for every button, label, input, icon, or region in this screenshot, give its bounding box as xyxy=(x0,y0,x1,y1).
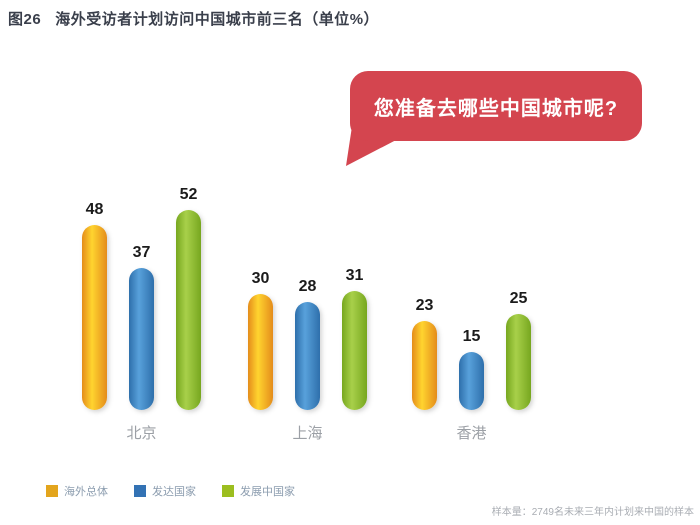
bar-value-label: 28 xyxy=(298,278,317,295)
category-label: 香港 xyxy=(456,425,487,442)
legend-swatch-icon xyxy=(134,485,146,497)
bar-value-label: 25 xyxy=(509,290,528,307)
title-text: 海外受访者计划访问中国城市前三名（单位%） xyxy=(55,11,380,28)
bar xyxy=(459,352,484,410)
bar xyxy=(295,302,320,410)
bar-value-label: 23 xyxy=(415,297,434,314)
bar xyxy=(342,291,367,410)
legend-label: 海外总体 xyxy=(64,486,108,498)
bar-value-label: 52 xyxy=(179,186,198,203)
category-label: 上海 xyxy=(292,425,323,442)
bar xyxy=(176,210,201,410)
legend-label: 发达国家 xyxy=(152,486,196,498)
legend-item: 发展中国家 xyxy=(222,483,295,499)
bar xyxy=(412,321,437,410)
sample-note: 样本量：2749名未来三年内计划来中国的样本 xyxy=(491,507,694,518)
bar xyxy=(82,225,107,410)
speech-bubble-text: 您准备去哪些中国城市呢? xyxy=(373,97,619,120)
category-label: 北京 xyxy=(126,425,157,442)
chart-legend: 海外总体 发达国家 发展中国家 xyxy=(46,483,295,499)
bar-value-label: 15 xyxy=(462,328,481,345)
bar-value-label: 48 xyxy=(85,201,104,218)
bar-value-label: 31 xyxy=(345,267,364,284)
bar-value-label: 30 xyxy=(251,270,270,287)
legend-item: 海外总体 xyxy=(46,483,108,499)
legend-item: 发达国家 xyxy=(134,483,196,499)
speech-bubble: 您准备去哪些中国城市呢? xyxy=(350,71,642,141)
chart-title: 图26 海外受访者计划访问中国城市前三名（单位%） xyxy=(8,8,379,29)
legend-swatch-icon xyxy=(222,485,234,497)
figure-number: 图26 xyxy=(8,11,42,28)
bar xyxy=(129,268,154,410)
legend-swatch-icon xyxy=(46,485,58,497)
bar-value-label: 37 xyxy=(132,244,151,261)
legend-label: 发展中国家 xyxy=(240,486,295,498)
bar xyxy=(506,314,531,410)
bar xyxy=(248,294,273,410)
